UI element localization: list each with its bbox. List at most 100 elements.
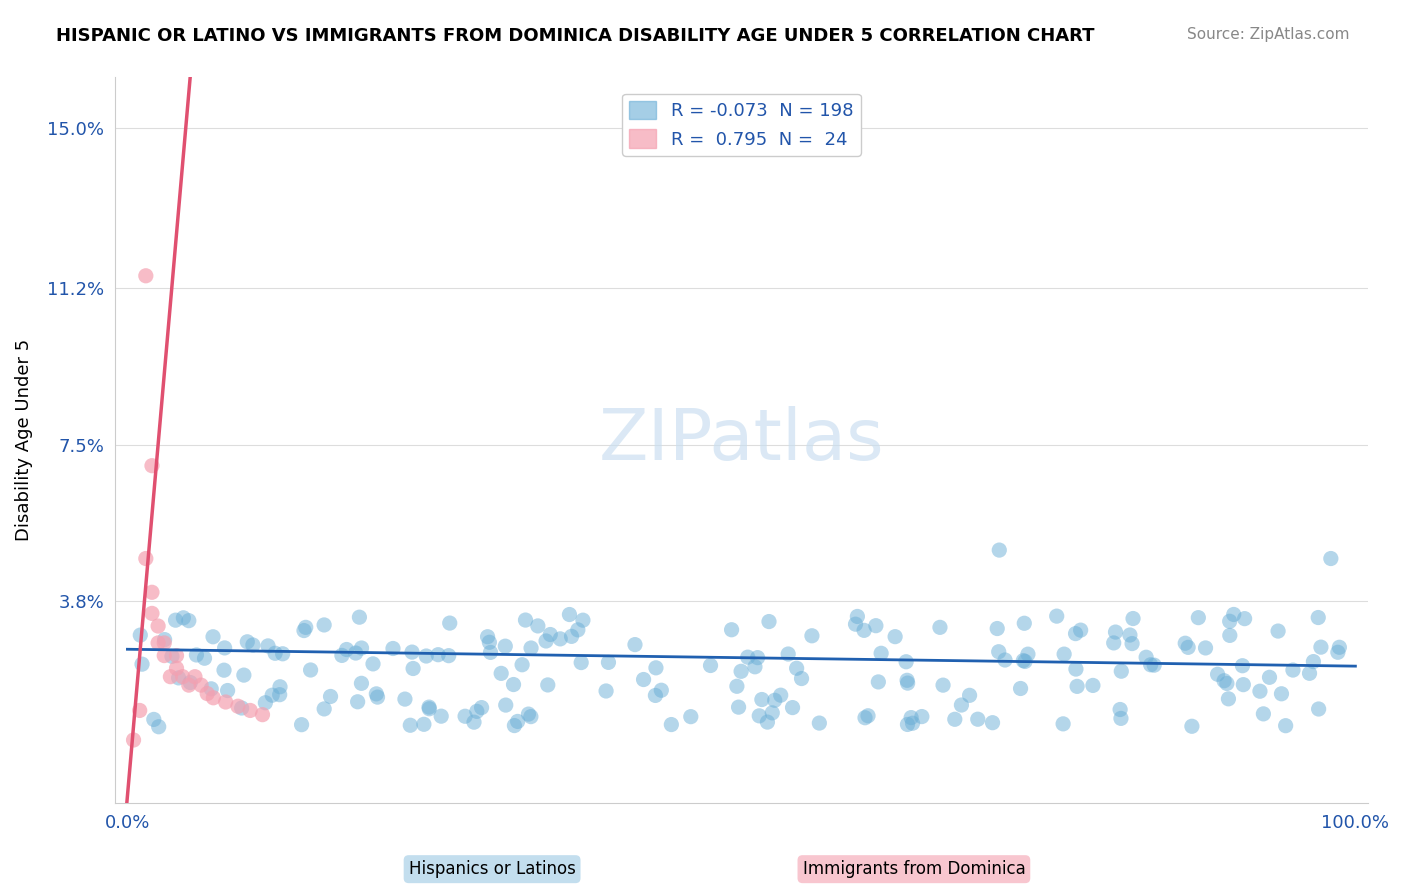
Point	[1111, 664, 1133, 678]
Point	[141, 607, 163, 621]
Point	[367, 690, 389, 705]
Point	[1258, 670, 1281, 684]
Point	[853, 711, 876, 725]
Point	[1014, 655, 1036, 669]
Point	[471, 700, 494, 714]
Point	[527, 619, 550, 633]
Text: ZIPatlas: ZIPatlas	[599, 406, 884, 475]
Point	[763, 693, 786, 707]
Point	[1143, 658, 1166, 673]
Point	[141, 585, 163, 599]
Point	[569, 656, 592, 670]
Point	[401, 645, 423, 659]
Text: Hispanics or Latinos: Hispanics or Latinos	[409, 860, 575, 878]
Point	[454, 709, 477, 723]
Point	[226, 699, 249, 714]
Point	[699, 658, 721, 673]
Point	[1249, 684, 1271, 698]
Point	[1219, 614, 1241, 628]
Point	[679, 709, 702, 723]
Point	[856, 708, 879, 723]
Point	[645, 661, 668, 675]
Point	[966, 712, 988, 726]
Point	[214, 695, 236, 709]
Point	[153, 636, 176, 650]
Point	[290, 717, 312, 731]
Point	[1320, 551, 1343, 566]
Point	[1253, 706, 1275, 721]
Point	[382, 641, 405, 656]
Point	[534, 634, 557, 648]
Point	[294, 620, 316, 634]
Point	[727, 700, 749, 714]
Point	[808, 716, 831, 731]
Point	[1302, 655, 1324, 669]
Point	[394, 692, 416, 706]
Point	[489, 666, 512, 681]
Point	[853, 624, 876, 638]
Point	[437, 648, 460, 663]
Point	[135, 268, 157, 283]
Point	[141, 458, 163, 473]
Point	[744, 660, 766, 674]
Point	[1298, 666, 1320, 681]
Point	[1177, 640, 1199, 655]
Point	[988, 543, 1011, 558]
Point	[901, 716, 924, 731]
Point	[202, 690, 225, 705]
Point	[128, 703, 150, 717]
Text: HISPANIC OR LATINO VS IMMIGRANTS FROM DOMINICA DISABILITY AGE UNDER 5 CORRELATIO: HISPANIC OR LATINO VS IMMIGRANTS FROM DO…	[56, 27, 1095, 45]
Point	[292, 624, 315, 638]
Point	[1081, 678, 1104, 692]
Point	[264, 646, 287, 660]
Point	[1066, 679, 1088, 693]
Point	[1109, 702, 1132, 716]
Point	[786, 661, 808, 675]
Point	[478, 635, 501, 649]
Point	[1274, 719, 1296, 733]
Point	[595, 684, 617, 698]
Point	[650, 683, 672, 698]
Point	[561, 629, 583, 643]
Point	[465, 704, 488, 718]
Point	[502, 677, 524, 691]
Point	[558, 607, 581, 622]
Point	[790, 672, 813, 686]
Point	[1233, 612, 1256, 626]
Point	[184, 670, 207, 684]
Point	[195, 687, 218, 701]
Point	[142, 713, 165, 727]
Point	[366, 687, 388, 701]
Point	[153, 648, 176, 663]
Point	[846, 609, 869, 624]
Point	[730, 665, 752, 679]
Point	[884, 630, 907, 644]
Point	[761, 706, 783, 720]
Point	[412, 717, 434, 731]
Point	[427, 648, 450, 662]
Point	[122, 733, 145, 747]
Point	[1052, 716, 1074, 731]
Point	[1119, 628, 1142, 642]
Point	[747, 650, 769, 665]
Point	[538, 627, 561, 641]
Point	[769, 688, 792, 702]
Point	[1232, 658, 1254, 673]
Point	[1064, 662, 1087, 676]
Point	[346, 695, 368, 709]
Point	[214, 640, 236, 655]
Text: Immigrants from Dominica: Immigrants from Dominica	[803, 860, 1025, 878]
Point	[271, 647, 294, 661]
Point	[725, 679, 748, 693]
Point	[1014, 616, 1036, 631]
Point	[319, 690, 342, 704]
Point	[756, 715, 779, 730]
Point	[896, 717, 918, 731]
Point	[399, 718, 422, 732]
Point	[1070, 623, 1092, 637]
Point	[299, 663, 322, 677]
Point	[748, 709, 770, 723]
Point	[1122, 611, 1144, 625]
Point	[1194, 640, 1216, 655]
Point	[503, 718, 526, 732]
